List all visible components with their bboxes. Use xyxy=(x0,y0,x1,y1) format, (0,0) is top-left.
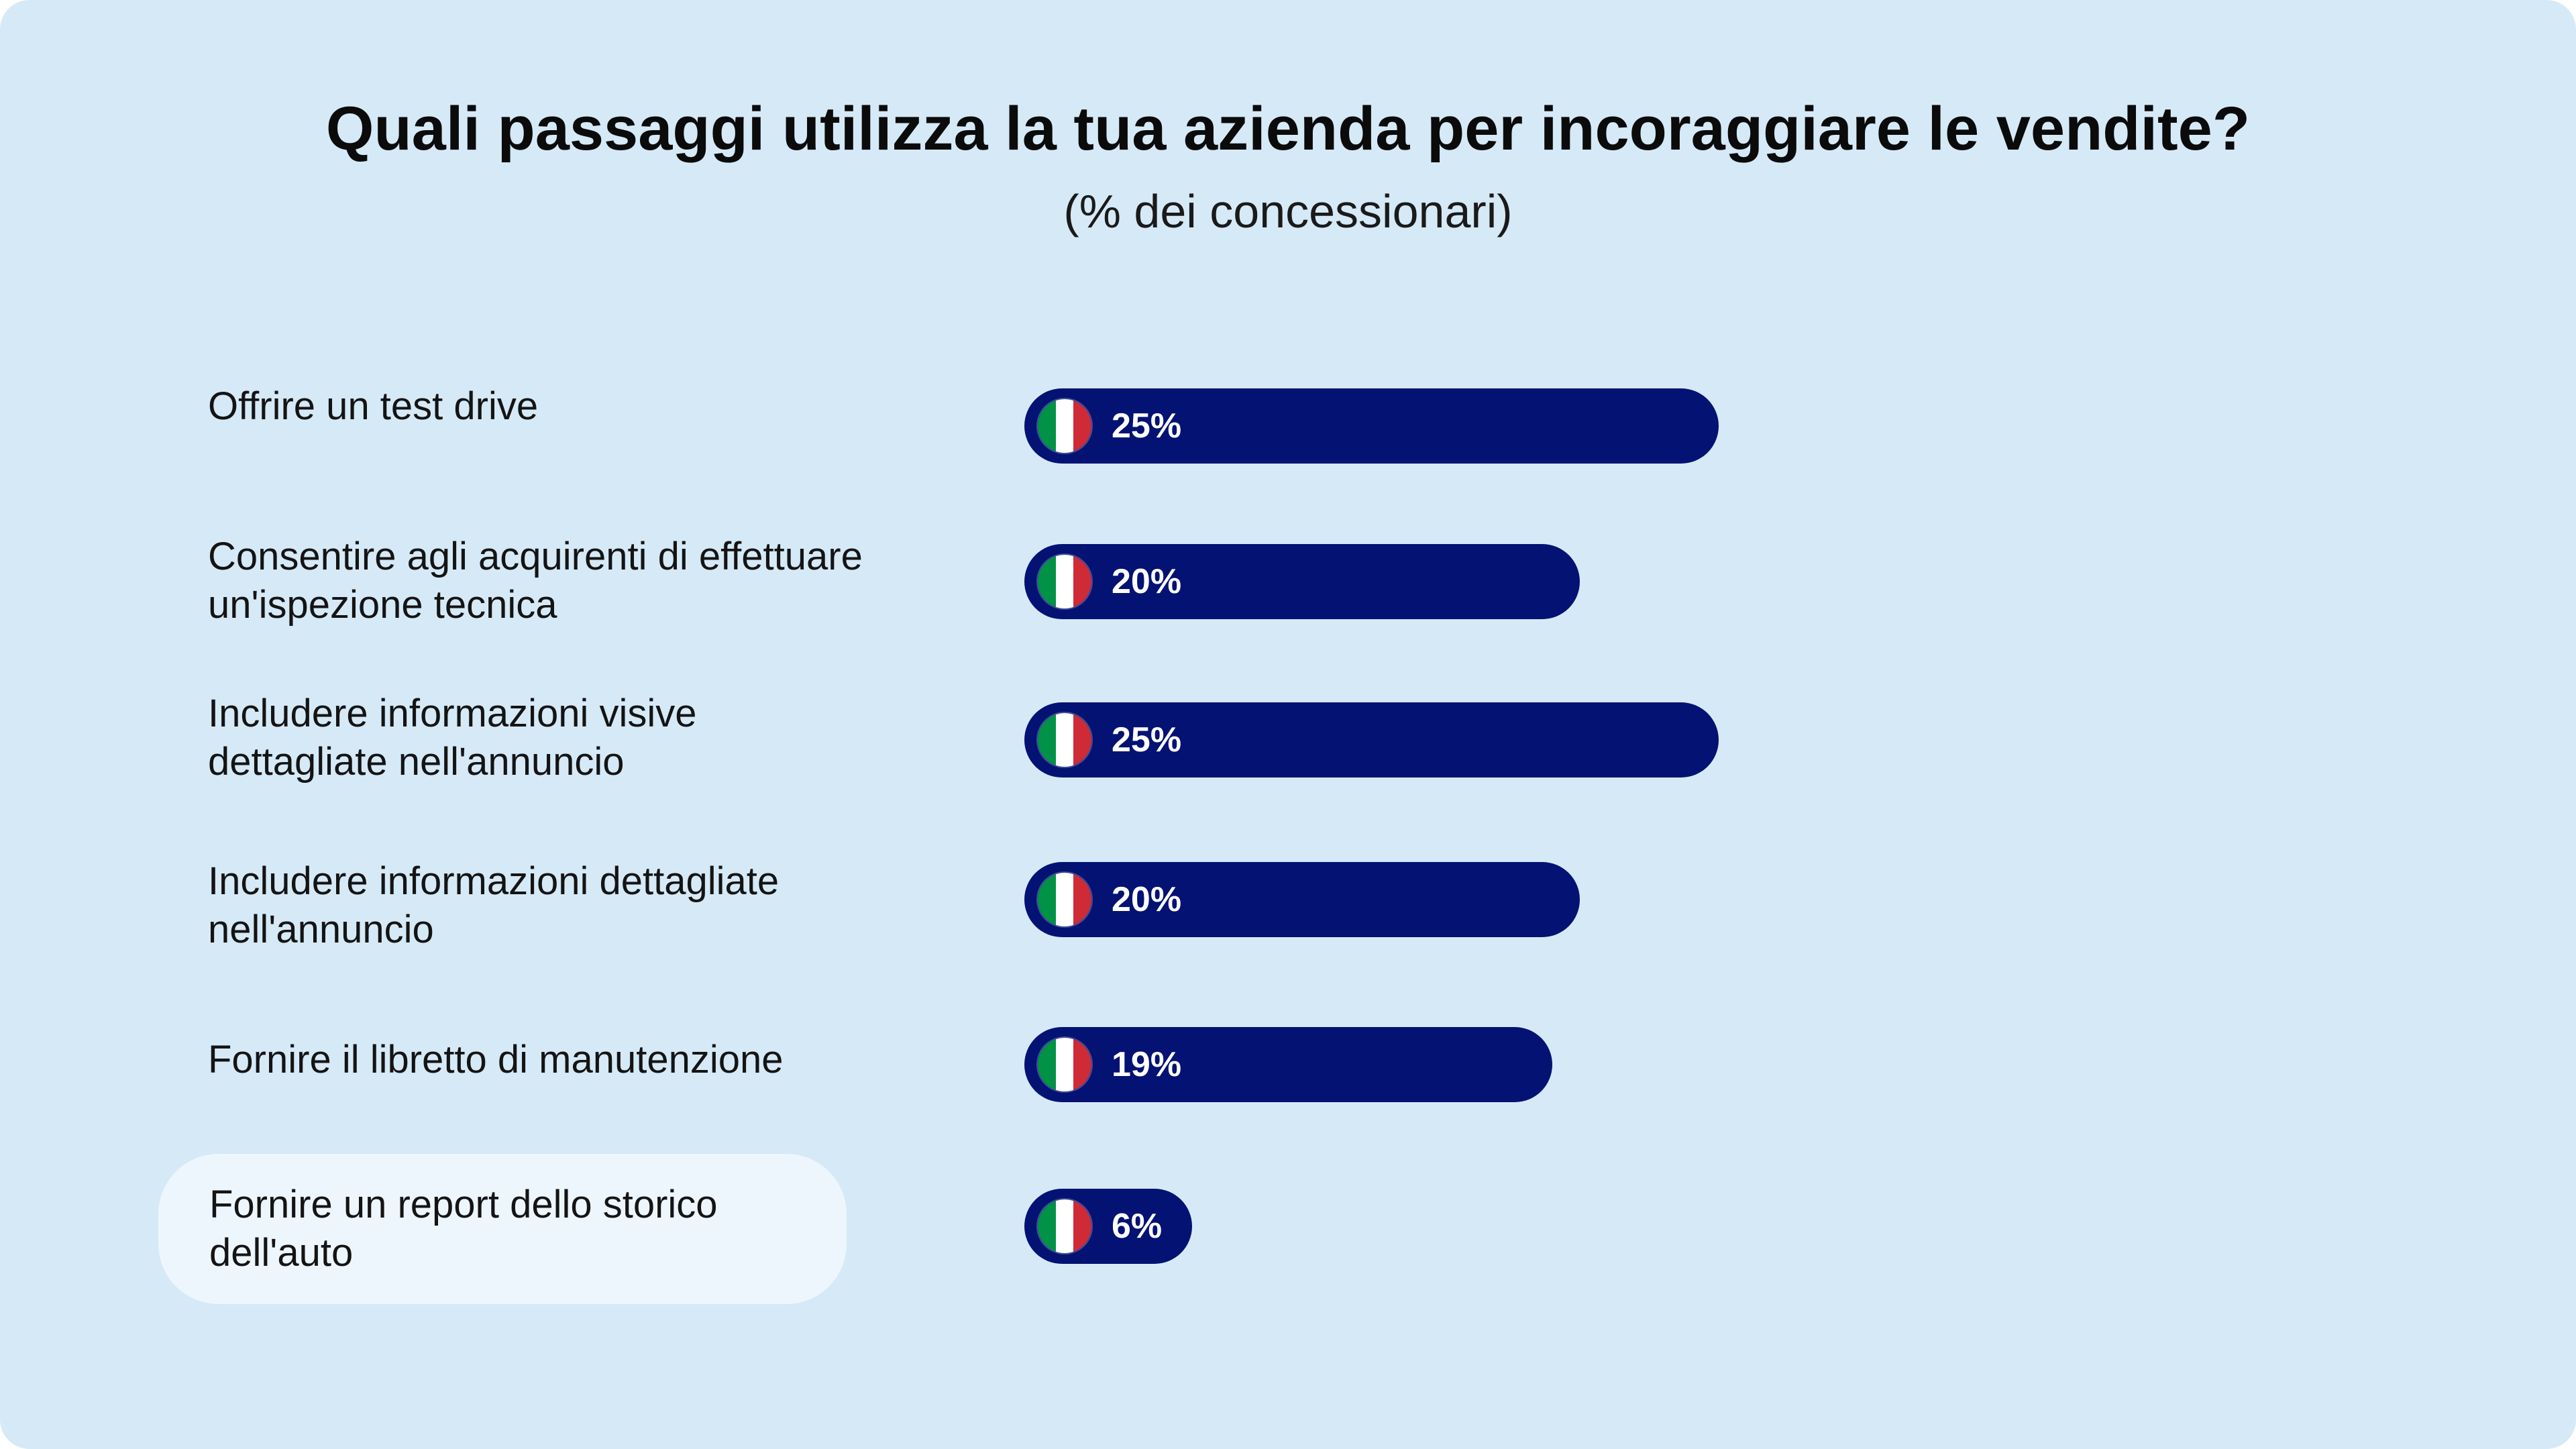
italy-flag-icon xyxy=(1038,555,1091,608)
bar: 19% xyxy=(1024,1027,1552,1102)
italy-flag-icon xyxy=(1038,399,1091,453)
bar: 20% xyxy=(1024,862,1580,937)
data-label: 20% xyxy=(1112,562,1182,601)
bar: 6% xyxy=(1024,1189,1192,1264)
category-label: Fornire il libretto di manutenzione xyxy=(208,1038,784,1081)
data-label: 20% xyxy=(1112,880,1182,919)
italy-flag-icon xyxy=(1038,1038,1091,1091)
italy-flag-icon xyxy=(1038,873,1091,926)
chart-subtitle: (% dei concessionari) xyxy=(1063,185,1513,237)
bar: 20% xyxy=(1024,544,1580,619)
bar: 25% xyxy=(1024,388,1719,464)
italy-flag-icon xyxy=(1038,713,1091,767)
data-label: 19% xyxy=(1112,1045,1182,1084)
category-label: Fornire un report dello storico dell'aut… xyxy=(158,1154,847,1304)
chart-title: Quali passaggi utilizza la tua azienda p… xyxy=(325,95,2251,163)
category-label: Includere informazioni dettagliate nell'… xyxy=(208,859,780,951)
italy-flag-icon xyxy=(1038,1199,1091,1253)
category-label: Includere informazioni visive dettagliat… xyxy=(208,692,697,784)
data-label: 25% xyxy=(1112,407,1182,445)
category-label: Consentire agli acquirenti di effettuare… xyxy=(208,535,863,627)
bar: 25% xyxy=(1024,702,1719,777)
data-label: 25% xyxy=(1112,720,1182,759)
category-label: Offrire un test drive xyxy=(208,384,539,428)
data-label: 6% xyxy=(1112,1207,1163,1246)
